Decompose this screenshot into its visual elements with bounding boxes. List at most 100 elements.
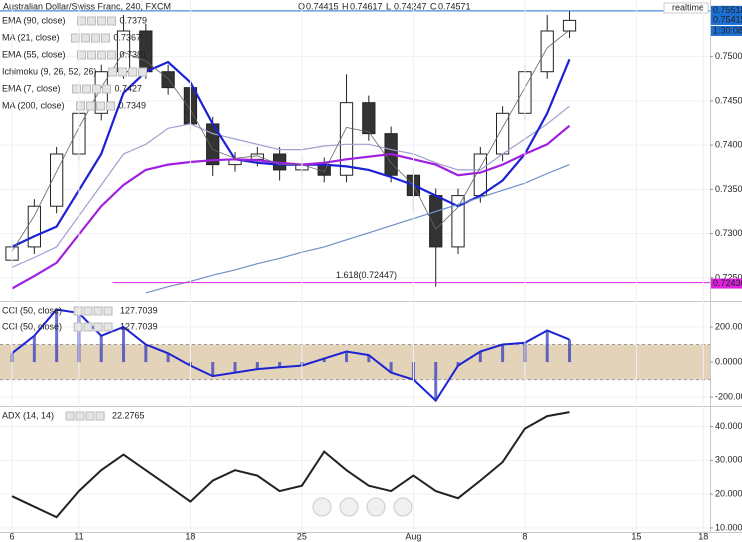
ohlc-value: 0.74617 — [350, 1, 383, 11]
nav-button[interactable] — [393, 497, 413, 517]
price-tag — [711, 278, 742, 289]
legend-icon — [81, 33, 91, 43]
legend-name[interactable]: CCI (50, close) — [2, 321, 62, 331]
nav-button[interactable] — [339, 497, 359, 517]
x-tick-label: 18 — [698, 531, 708, 541]
legend-name[interactable]: ADX (14, 14) — [2, 410, 54, 420]
legend-icon — [96, 101, 106, 111]
legend-value: 0.7367 — [114, 32, 142, 42]
legend-icon — [101, 33, 111, 43]
legend-icon — [103, 306, 113, 316]
fib-label: 1.618(0.72447) — [336, 270, 397, 280]
x-tick-label: 15 — [631, 531, 641, 541]
price-tag-label: 0.72436 — [713, 278, 742, 288]
nav-button[interactable] — [366, 497, 386, 517]
x-tick-label: 8 — [522, 531, 527, 541]
candle-body — [451, 195, 465, 248]
y-tick-label: 40.0000 — [715, 421, 742, 431]
legend-icon — [65, 411, 75, 421]
chart-title: Australian Dollar/Swiss Franc, 240, FXCM — [3, 1, 171, 11]
price-tag — [711, 25, 742, 36]
legend-name[interactable]: EMA (55, close) — [2, 49, 66, 59]
legend-icon — [91, 33, 101, 43]
legend-name[interactable]: Ichimoku (9, 26, 52, 26) — [2, 66, 97, 76]
status-badge — [663, 2, 709, 14]
ohlc-key: L — [386, 1, 391, 11]
legend-icon — [108, 67, 118, 77]
legend-value: 22.2765 — [112, 410, 145, 420]
legend-icon — [77, 50, 87, 60]
legend-icon — [97, 16, 107, 26]
legend-icon — [73, 306, 83, 316]
legend-name[interactable]: MA (21, close) — [2, 32, 60, 42]
legend-name[interactable]: MA (200, close) — [2, 100, 65, 110]
candle-body — [339, 102, 354, 176]
legend-icon — [93, 306, 103, 316]
status-label: realtime — [672, 2, 704, 12]
legend-icon — [92, 84, 102, 94]
price-tag-label: 0.75518 — [713, 5, 742, 15]
x-tick-label: 25 — [297, 531, 307, 541]
legend-icon — [138, 67, 148, 77]
price-tag — [711, 14, 742, 25]
series-line — [11, 29, 570, 252]
legend-icon — [128, 67, 138, 77]
legend-icon — [107, 50, 117, 60]
y-tick-label: 30.0000 — [715, 455, 742, 465]
series-line — [145, 164, 570, 294]
nav-button[interactable] — [312, 497, 332, 517]
legend-icon — [72, 84, 82, 94]
y-tick-label: 10.0000 — [715, 522, 742, 532]
x-tick-label: 6 — [10, 531, 15, 541]
legend-value: 127.7039 — [120, 305, 158, 315]
legend-name[interactable]: CCI (50, close) — [2, 305, 62, 315]
legend-icon — [83, 322, 93, 332]
legend-icon — [83, 306, 93, 316]
legend-icon — [86, 101, 96, 111]
legend-icon — [87, 50, 97, 60]
candle-body — [27, 205, 41, 248]
legend-icon — [103, 322, 113, 332]
series-line — [11, 411, 570, 519]
legend-icon — [82, 84, 92, 94]
ohlc-key: H — [342, 1, 349, 11]
legend-icon — [95, 411, 105, 421]
y-tick-label: -200.0000 — [715, 391, 742, 401]
ohlc-key: C — [430, 1, 437, 11]
candle-body — [540, 30, 554, 73]
legend-icon — [107, 16, 117, 26]
legend-icon — [73, 322, 83, 332]
legend-name[interactable]: EMA (7, close) — [2, 83, 61, 93]
price-tag-label: 0.75415 — [713, 14, 742, 24]
x-tick-label: 11 — [74, 531, 83, 541]
legend-value: 0.7427 — [115, 83, 143, 93]
y-tick-label: 200.0000 — [715, 321, 742, 331]
series-line — [11, 105, 570, 268]
navigation — [312, 497, 413, 517]
candle-body — [562, 19, 577, 32]
x-tick-label: 18 — [185, 531, 195, 541]
price-tag-label: 1:30:08 — [713, 25, 742, 35]
legend-value: 0.7379 — [120, 15, 148, 25]
legend-icon — [71, 33, 81, 43]
candle-body — [362, 102, 376, 135]
y-tick-label: 0.75000 — [715, 51, 742, 61]
legend-icon — [102, 84, 112, 94]
cci-band — [0, 344, 710, 380]
legend-name[interactable]: EMA (90, close) — [2, 15, 66, 25]
series-line — [11, 308, 570, 403]
legend-icon — [106, 101, 116, 111]
legend-icon — [87, 16, 97, 26]
y-tick-label: 20.0000 — [715, 489, 742, 499]
legend-icon — [97, 50, 107, 60]
legend-value: 0.7349 — [119, 100, 147, 110]
legend-value: 127.7039 — [120, 321, 158, 331]
